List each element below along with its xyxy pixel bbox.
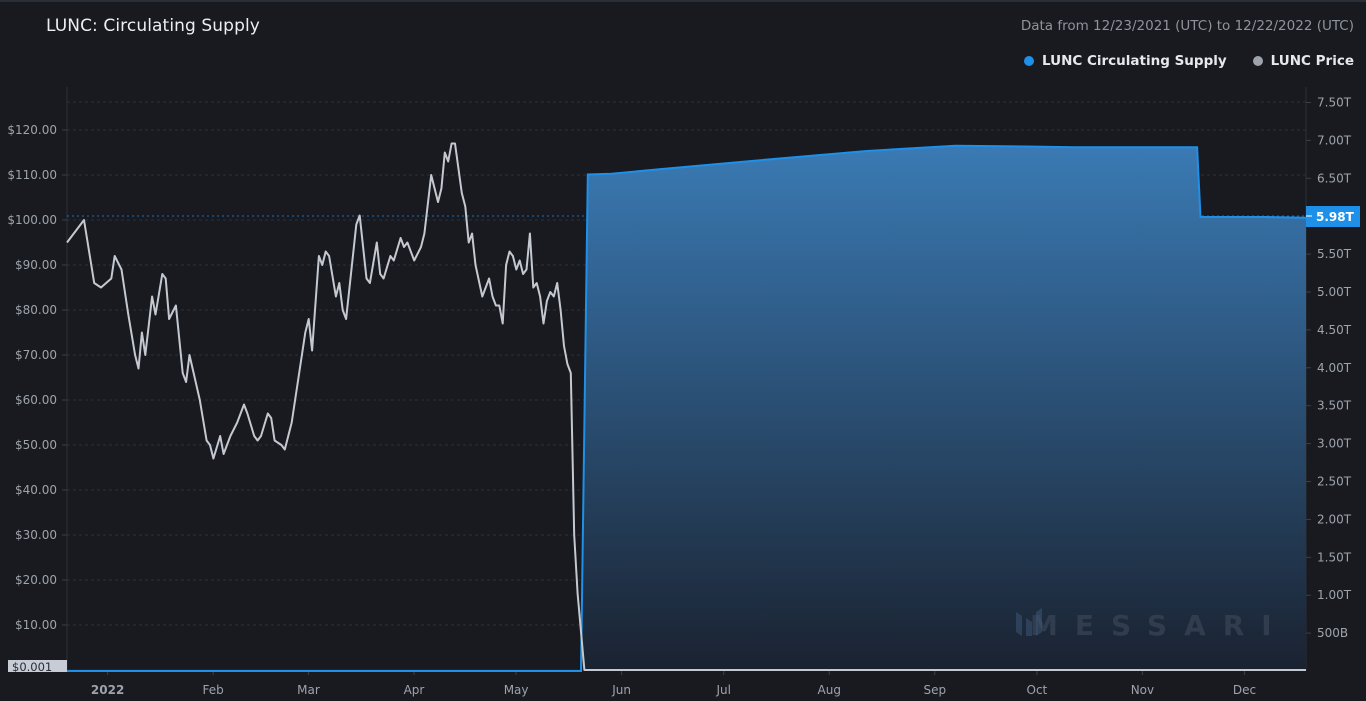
svg-text:$0.001: $0.001	[12, 660, 52, 674]
x-axis-tick-label: Feb	[203, 683, 224, 697]
chart-title: LUNC: Circulating Supply	[46, 16, 260, 36]
supply-area	[67, 145, 1306, 671]
price-line	[66, 142, 1306, 671]
legend-label-price: LUNC Price	[1270, 53, 1354, 69]
supply-line	[67, 144, 1307, 672]
left-axis-tick-label: $10.00	[15, 618, 57, 632]
x-axis-tick-label: May	[504, 683, 529, 697]
right-axis-tick-label: 500B	[1317, 626, 1348, 640]
x-axis-tick-label: Apr	[404, 683, 425, 697]
right-axis-tick-label: 4.00T	[1317, 361, 1352, 375]
date-range-label: Data from 12/23/2021 (UTC) to 12/22/2022…	[1020, 18, 1354, 34]
right-axis-tick-label: 1.00T	[1317, 588, 1352, 602]
x-axis-tick-label: Jul	[715, 683, 730, 697]
x-axis-tick-label: Oct	[1027, 683, 1048, 697]
legend: LUNC Circulating Supply LUNC Price	[1023, 53, 1354, 69]
left-axis-tick-label: $40.00	[15, 483, 57, 497]
legend-item-supply[interactable]: LUNC Circulating Supply	[1023, 53, 1227, 69]
left-axis-tick-label: $20.00	[15, 573, 57, 587]
left-axis-tick-label: $110.00	[7, 168, 57, 182]
x-axis-tick-label: 2022	[91, 683, 124, 697]
right-axis-tick-label: 2.00T	[1317, 512, 1352, 526]
right-axis-tick-label: 7.50T	[1317, 96, 1352, 110]
svg-text:5.98T: 5.98T	[1316, 210, 1355, 224]
legend-label-supply: LUNC Circulating Supply	[1041, 53, 1227, 69]
supply-value-badge: 5.98T	[1306, 206, 1360, 227]
right-axis-tick-label: 5.50T	[1317, 247, 1352, 261]
x-axis-tick-label: Nov	[1131, 683, 1154, 697]
supply-legend-dot-icon	[1023, 56, 1034, 66]
right-axis-tick-label: 3.50T	[1317, 399, 1352, 413]
right-axis-tick-label: 6.50T	[1317, 171, 1352, 185]
price-value-badge: $0.001	[8, 660, 67, 674]
left-y-axis: $120.00 $110.00 $100.00 $90.00 $80.00 $70.00 $…	[7, 123, 67, 632]
price-legend-dot-icon	[1252, 56, 1263, 66]
right-axis-tick-label: 1.50T	[1317, 550, 1352, 564]
right-axis-tick-label: 2.50T	[1317, 475, 1352, 489]
left-axis-tick-label: $30.00	[15, 528, 57, 542]
left-axis-tick-label: $90.00	[15, 258, 57, 272]
x-axis-tick-label: Sep	[923, 683, 946, 697]
messari-watermark: MESSARI	[1030, 609, 1289, 642]
x-axis-tick-label: Dec	[1233, 683, 1256, 697]
right-axis-tick-label: 7.00T	[1317, 133, 1352, 147]
left-axis-tick-label: $80.00	[15, 303, 57, 317]
right-axis-tick-label: 5.00T	[1317, 285, 1352, 299]
x-axis-tick-label: Mar	[297, 683, 320, 697]
legend-item-price[interactable]: LUNC Price	[1252, 53, 1354, 69]
messari-logo-icon	[1016, 608, 1042, 636]
left-axis-tick-label: $60.00	[15, 393, 57, 407]
left-axis-tick-label: $50.00	[15, 438, 57, 452]
left-axis-tick-label: $120.00	[7, 123, 57, 137]
x-axis-tick-label: Aug	[818, 683, 841, 697]
left-axis-tick-label: $70.00	[15, 348, 57, 362]
right-y-axis: 7.50T 7.00T 6.50T 5.50T 5.00T 4.50T 4.00T 3.50T…	[1306, 96, 1352, 640]
left-axis-tick-label: $100.00	[7, 213, 57, 227]
x-axis-tick-label: Jun	[611, 683, 631, 697]
right-axis-tick-label: 4.50T	[1317, 323, 1352, 337]
right-axis-tick-label: 3.00T	[1317, 437, 1352, 451]
x-axis: 2022 Feb Mar Apr May Jun Jul Aug Sep Oct Nov Dec	[67, 669, 1306, 697]
